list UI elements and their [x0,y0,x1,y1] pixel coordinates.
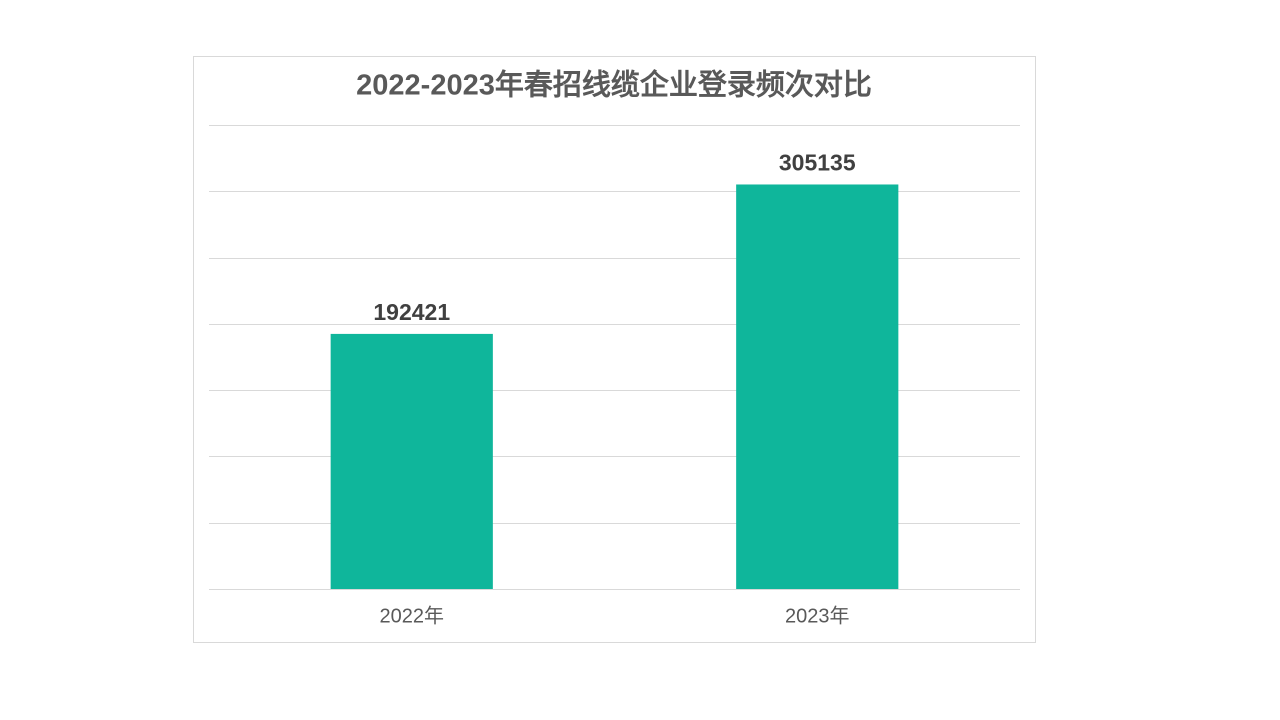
bar [330,333,493,589]
x-tick-label: 2023年 [785,604,850,627]
chart-frame [193,56,1036,643]
chart-title: 2022-2023年春招线缆企业登录频次对比 [356,68,872,102]
value-label: 305135 [779,150,856,176]
bar [736,184,899,590]
value-label: 192421 [373,299,450,325]
x-tick-label: 2022年 [380,604,445,627]
